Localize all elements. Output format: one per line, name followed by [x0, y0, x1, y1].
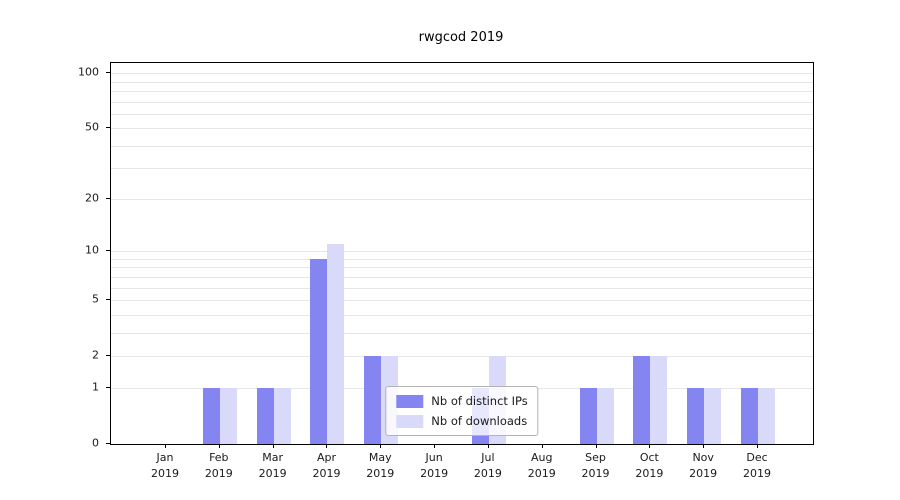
x-tick-label: Jun 2019 — [420, 451, 449, 480]
x-tick-mark — [326, 444, 328, 448]
chart-title: rwgcod 2019 — [418, 30, 504, 45]
y-tick-mark — [106, 72, 110, 74]
bar-feb-series1 — [219, 388, 237, 444]
y-tick-label: 100 — [78, 65, 99, 79]
bar-apr-series1 — [327, 244, 345, 444]
gridline — [111, 300, 813, 302]
gridline — [111, 73, 813, 75]
bar-oct-series1 — [650, 355, 668, 444]
x-tick-mark — [595, 444, 597, 448]
legend: Nb of distinct IPs Nb of downloads — [385, 386, 539, 436]
y-tick-label: 0 — [92, 436, 99, 450]
x-tick-mark — [649, 444, 651, 448]
x-tick-mark — [703, 444, 705, 448]
legend-entry: Nb of downloads — [396, 414, 527, 428]
grid-layer — [111, 63, 813, 444]
bar-mar-series1 — [273, 388, 291, 444]
x-tick-mark — [218, 444, 220, 448]
x-tick-label: Jul 2019 — [473, 451, 502, 480]
bar-sep-series0 — [579, 388, 597, 444]
gridline — [111, 101, 813, 103]
x-tick-mark — [165, 444, 166, 448]
x-tick-label: Nov 2019 — [689, 451, 718, 480]
gridline — [111, 267, 813, 269]
x-tick-label: May 2019 — [366, 451, 395, 480]
gridline — [111, 287, 813, 289]
y-tick-label: 2 — [92, 348, 99, 362]
x-tick-mark — [272, 444, 274, 448]
bar-nov-series0 — [687, 388, 705, 444]
bar-nov-series1 — [704, 388, 722, 444]
gridline — [111, 251, 813, 253]
x-tick-mark — [541, 444, 543, 448]
gridline — [111, 355, 813, 357]
y-tick-mark — [106, 443, 110, 444]
y-tick-label: 10 — [85, 243, 99, 257]
legend-swatch — [396, 414, 424, 428]
x-tick-label: Dec 2019 — [743, 451, 771, 480]
gridline — [111, 314, 813, 316]
bar-may-series0 — [364, 355, 382, 444]
bar-oct-series0 — [633, 355, 651, 444]
gridline — [111, 81, 813, 83]
gridline — [111, 168, 813, 170]
x-tick-label: Oct 2019 — [635, 451, 664, 480]
gridline — [111, 276, 813, 278]
gridline — [111, 128, 813, 130]
gridline — [111, 145, 813, 147]
y-tick-label: 1 — [92, 380, 99, 394]
y-tick-mark — [106, 387, 110, 389]
x-tick-mark — [434, 444, 436, 448]
x-tick-label: Jan 2019 — [151, 451, 179, 480]
gridline — [111, 90, 813, 92]
x-tick-label: Feb 2019 — [204, 451, 233, 480]
x-tick-label: Apr 2019 — [312, 451, 341, 480]
gridline — [111, 113, 813, 115]
bar-mar-series0 — [256, 388, 274, 444]
y-tick-mark — [106, 299, 110, 301]
bar-dec-series1 — [758, 388, 775, 444]
gridline — [111, 199, 813, 201]
y-tick-label: 5 — [92, 292, 99, 306]
legend-entry: Nb of distinct IPs — [396, 394, 528, 408]
x-tick-label: Aug 2019 — [527, 451, 556, 480]
plot-area: Nb of distinct IPs Nb of downloads — [110, 62, 814, 445]
y-tick-mark — [106, 198, 110, 200]
y-tick-mark — [106, 250, 110, 252]
x-tick-mark — [487, 444, 489, 448]
y-tick-label: 20 — [85, 191, 99, 205]
x-tick-mark — [757, 444, 758, 448]
x-tick-label: Mar 2019 — [258, 451, 287, 480]
legend-label: Nb of distinct IPs — [431, 394, 528, 408]
legend-label: Nb of downloads — [431, 414, 528, 428]
bar-sep-series1 — [596, 388, 614, 444]
legend-swatch — [396, 394, 424, 408]
x-tick-label: Sep 2019 — [581, 451, 610, 480]
gridline — [111, 332, 813, 334]
bar-apr-series0 — [310, 259, 328, 444]
y-tick-label: 50 — [85, 120, 99, 134]
gridline — [111, 259, 813, 260]
y-tick-mark — [106, 127, 110, 129]
y-tick-mark — [106, 354, 110, 356]
bar-feb-series0 — [202, 388, 220, 444]
x-tick-mark — [380, 444, 382, 448]
bar-dec-series0 — [741, 388, 758, 444]
